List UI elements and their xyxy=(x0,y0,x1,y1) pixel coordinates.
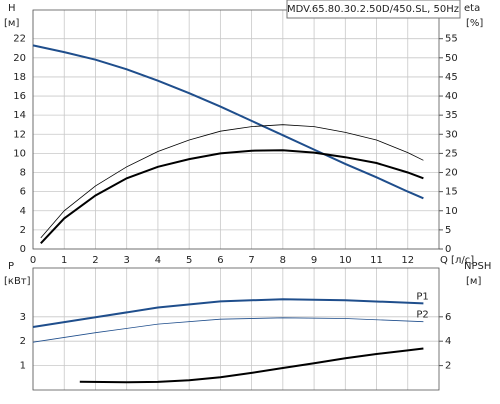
x-tick-label: 7 xyxy=(248,255,254,266)
x-tick-label: 2 xyxy=(92,255,98,266)
y2-tick-label: 5 xyxy=(445,225,451,236)
y-tick-label: 16 xyxy=(13,91,26,102)
y-tick-label: 14 xyxy=(13,110,26,121)
y2-axis-label: eta xyxy=(464,3,480,14)
curve xyxy=(32,317,424,343)
x-tick-label: 6 xyxy=(217,255,223,266)
y2-tick-label: 2 xyxy=(445,361,451,372)
x-tick-label: 9 xyxy=(311,255,317,266)
series-label: P2 xyxy=(416,310,428,321)
x-tick-label: 1 xyxy=(61,255,67,266)
y2-tick-label: 45 xyxy=(445,72,458,83)
y-tick-label: 20 xyxy=(13,53,26,64)
curve xyxy=(40,149,424,244)
y-tick-label: 2 xyxy=(20,336,26,347)
y2-tick-label: 4 xyxy=(445,336,451,347)
y2-tick-label: 20 xyxy=(445,168,458,179)
y2-axis-label: NPSH xyxy=(464,261,491,272)
x-tick-label: 8 xyxy=(280,255,286,266)
y-tick-label: 0 xyxy=(20,244,26,255)
x-tick-label: 12 xyxy=(401,255,414,266)
y-axis-label: P xyxy=(8,261,14,272)
y-tick-label: 2 xyxy=(20,225,26,236)
y-tick-label: 4 xyxy=(20,206,26,217)
plot-frame xyxy=(32,267,440,391)
x-tick-label: 4 xyxy=(155,255,161,266)
y2-tick-label: 30 xyxy=(445,129,458,140)
x-axis-label: Q [л/с] xyxy=(440,255,474,266)
y-tick-label: 8 xyxy=(20,168,26,179)
y2-axis-unit: [%] xyxy=(466,18,483,29)
y-tick-label: 3 xyxy=(20,312,26,323)
plot-frame xyxy=(32,9,440,250)
y-axis-unit: [м] xyxy=(4,18,19,29)
y2-tick-label: 25 xyxy=(445,148,458,159)
x-tick-label: 10 xyxy=(339,255,352,266)
y-tick-label: 1 xyxy=(20,361,26,372)
x-tick-label: 11 xyxy=(370,255,383,266)
curve xyxy=(32,44,424,200)
y2-tick-label: 0 xyxy=(445,244,451,255)
curve xyxy=(79,347,424,384)
y2-tick-label: 6 xyxy=(445,312,451,323)
x-tick-label: 0 xyxy=(30,255,36,266)
y-tick-label: 18 xyxy=(13,72,26,83)
y2-axis-unit: [м] xyxy=(466,276,481,287)
curve xyxy=(40,124,424,239)
x-tick-label: 3 xyxy=(124,255,130,266)
y2-tick-label: 35 xyxy=(445,110,458,121)
series-label: P1 xyxy=(416,291,428,302)
y2-tick-label: 40 xyxy=(445,91,458,102)
title-box xyxy=(286,0,461,19)
y-tick-label: 6 xyxy=(20,187,26,198)
y2-tick-label: 10 xyxy=(445,206,458,217)
y-tick-label: 22 xyxy=(13,34,26,45)
y-tick-label: 10 xyxy=(13,148,26,159)
y-axis-unit: [кВт] xyxy=(4,276,31,287)
y2-tick-label: 55 xyxy=(445,34,458,45)
y-axis-label: H xyxy=(8,3,16,14)
y-tick-label: 12 xyxy=(13,129,26,140)
chart-title: MDV.65.80.30.2.50D/450.SL, 50Hz xyxy=(287,4,459,15)
y2-tick-label: 50 xyxy=(445,53,458,64)
x-tick-label: 5 xyxy=(186,255,192,266)
y2-tick-label: 15 xyxy=(445,187,458,198)
curve xyxy=(32,298,424,328)
